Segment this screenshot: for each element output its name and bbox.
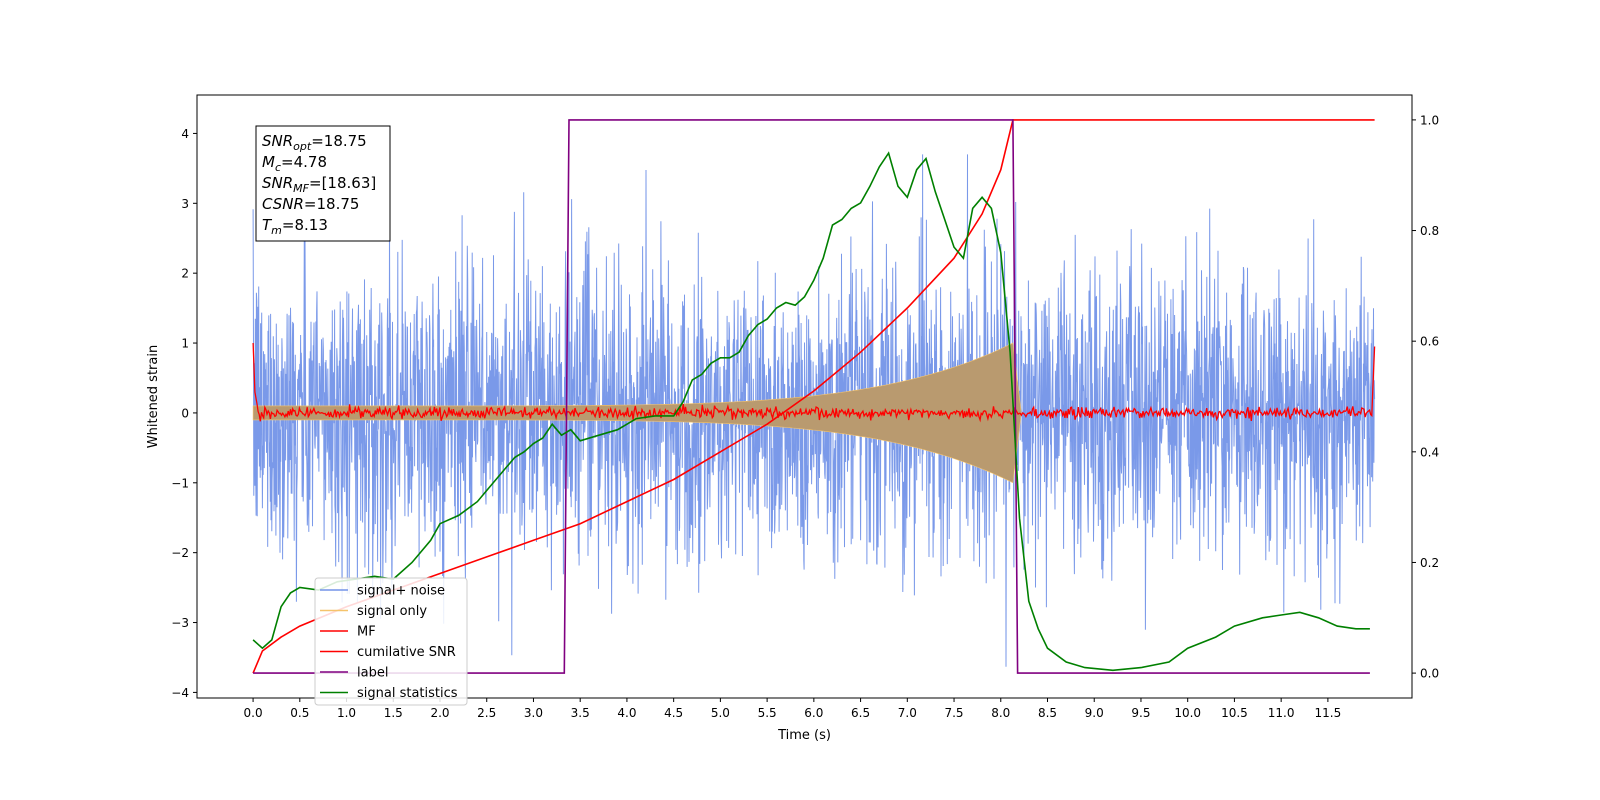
y2-tick-label: 0.8 xyxy=(1420,224,1439,238)
legend-label: signal statistics xyxy=(357,686,458,701)
x-tick-label: 1.5 xyxy=(384,706,403,720)
x-tick-label: 6.5 xyxy=(851,706,870,720)
x-tick-label: 0.5 xyxy=(290,706,309,720)
y-tick-label: 4 xyxy=(181,127,189,141)
series-label xyxy=(253,119,1370,674)
x-tick-label: 9.5 xyxy=(1131,706,1150,720)
plot-lines xyxy=(252,119,1376,674)
x-tick-label: 10.0 xyxy=(1174,706,1201,720)
info-box-frame xyxy=(255,125,391,242)
x-tick-label: 4.0 xyxy=(617,706,636,720)
x-tick-label: 10.5 xyxy=(1221,706,1248,720)
x-tick-label: 4.5 xyxy=(664,706,683,720)
info-box: SNRopt=18.75Mc=4.78SNRMF=[18.63]CSNR=18.… xyxy=(255,125,391,242)
y-tick-label: 2 xyxy=(181,267,189,281)
x-tick-label: 0.0 xyxy=(244,706,263,720)
y-axis-right: 0.0 0.2 0.4 0.6 0.8 1.0 xyxy=(1412,113,1439,681)
y2-tick-label: 0.4 xyxy=(1420,445,1439,459)
x-tick-label: 11.5 xyxy=(1315,706,1342,720)
y-tick-label: −2 xyxy=(171,546,189,560)
y-tick-label: −3 xyxy=(171,616,189,630)
y2-tick-label: 0.6 xyxy=(1420,335,1439,349)
info-line: Tm=8.13 xyxy=(262,216,328,237)
x-tick-label: 7.0 xyxy=(898,706,917,720)
series-signal-noise xyxy=(252,154,1376,667)
plot-frame xyxy=(196,94,1413,699)
x-tick-label: 3.0 xyxy=(524,706,543,720)
legend-label: MF xyxy=(357,625,376,640)
y-tick-label: 0 xyxy=(181,406,189,420)
info-line: Mc=4.78 xyxy=(262,153,327,174)
y-tick-label: 1 xyxy=(181,337,189,351)
y-tick-label: −4 xyxy=(171,686,189,700)
y2-tick-label: 0.2 xyxy=(1420,556,1439,570)
legend-label: cumilative SNR xyxy=(357,645,456,660)
y-axis-label: Whitened strain xyxy=(146,345,161,448)
x-tick-label: 1.0 xyxy=(337,706,356,720)
x-tick-label: 9.0 xyxy=(1085,706,1104,720)
x-tick-label: 8.0 xyxy=(991,706,1010,720)
x-tick-label: 3.5 xyxy=(571,706,590,720)
x-tick-label: 5.5 xyxy=(758,706,777,720)
x-tick-label: 5.0 xyxy=(711,706,730,720)
x-axis: 0.0 0.5 1.0 1.5 2.0 2.5 3.0 3.5 4.0 4.5 5.0 5.5 6.0 6… xyxy=(244,698,1342,720)
y2-tick-label: 0.0 xyxy=(1420,667,1439,681)
x-tick-label: 11.0 xyxy=(1268,706,1295,720)
series-mf xyxy=(252,342,1376,423)
info-line: CSNR=18.75 xyxy=(262,195,359,213)
x-tick-label: 7.5 xyxy=(944,706,963,720)
legend: signal+ noise signal only MF cumilative SNR… xyxy=(314,577,468,706)
x-tick-label: 6.0 xyxy=(804,706,823,720)
info-line: SNRMF=[18.63] xyxy=(262,174,376,195)
info-line: SNRopt=18.75 xyxy=(262,132,367,153)
x-tick-label: 2.0 xyxy=(430,706,449,720)
x-axis-label: Time (s) xyxy=(777,728,831,743)
y-tick-label: −1 xyxy=(171,476,189,490)
legend-label: signal+ noise xyxy=(357,584,445,599)
legend-label: signal only xyxy=(357,604,427,619)
legend-frame xyxy=(314,577,468,706)
y-axis-left: −4 −3 −2 −1 0 1 2 3 4 xyxy=(171,127,197,700)
y2-tick-label: 1.0 xyxy=(1420,113,1439,127)
y-tick-label: 3 xyxy=(181,197,189,211)
series-signal-statistics xyxy=(252,151,1370,672)
x-tick-label: 2.5 xyxy=(477,706,496,720)
x-tick-label: 8.5 xyxy=(1038,706,1057,720)
legend-label: label xyxy=(357,666,388,681)
